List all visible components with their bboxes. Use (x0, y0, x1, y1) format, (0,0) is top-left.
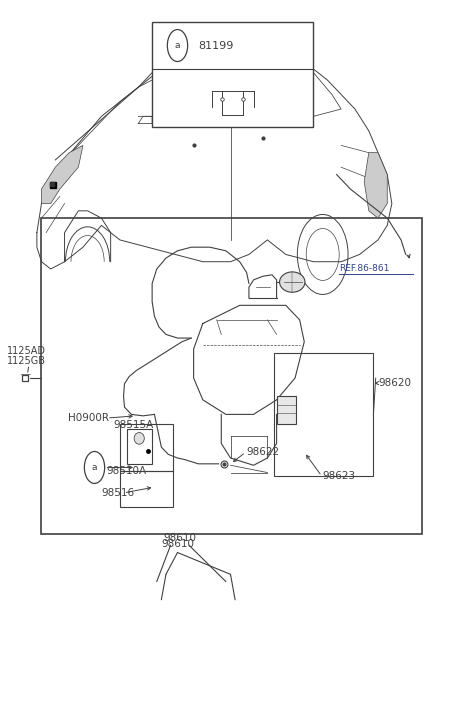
Text: 81199: 81199 (198, 41, 234, 51)
Ellipse shape (279, 272, 305, 292)
Bar (41, 218, 422, 534)
Text: 1125AD: 1125AD (7, 346, 46, 356)
Text: 1125GB: 1125GB (7, 356, 46, 366)
Text: REF.86-861: REF.86-861 (339, 265, 389, 273)
Bar (152, 22, 313, 127)
Bar (274, 353, 373, 476)
Bar (120, 471, 173, 507)
Text: 98622: 98622 (247, 447, 280, 457)
Text: 98610: 98610 (163, 533, 196, 543)
Text: 98620: 98620 (378, 378, 411, 388)
Ellipse shape (134, 433, 144, 444)
Text: a: a (175, 41, 180, 50)
Bar (120, 424, 173, 471)
Text: 98516: 98516 (101, 488, 135, 498)
Polygon shape (364, 153, 387, 218)
Text: 98610: 98610 (161, 539, 194, 549)
Text: 98515A: 98515A (113, 420, 153, 430)
Bar (277, 396, 296, 424)
Polygon shape (41, 145, 83, 204)
Text: a: a (92, 463, 97, 472)
Text: H0900R: H0900R (68, 413, 109, 423)
Text: 98510A: 98510A (106, 466, 146, 476)
Bar (127, 429, 152, 464)
Text: 98623: 98623 (323, 471, 356, 481)
